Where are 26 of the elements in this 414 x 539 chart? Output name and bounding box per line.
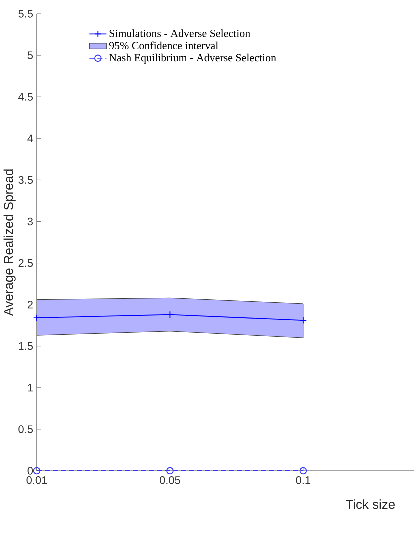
y-axis-title: Average Realized Spread — [4, 170, 16, 316]
point — [33, 314, 41, 322]
x-axis-title: Tick size — [346, 500, 395, 510]
point — [33, 467, 41, 475]
legend-label: Simulations - Adverse Selection — [110, 30, 250, 38]
legend-label: Nash Equilibrium - Adverse Selection — [109, 54, 276, 64]
x-tick-label: 0.1 — [296, 476, 311, 484]
y-tick-label: 5.5 — [18, 10, 34, 18]
y-tick-label: 4 — [28, 134, 34, 142]
point — [300, 467, 308, 475]
x-tick-label: 0.05 — [160, 476, 180, 484]
annotation: 95% Confidence interval — [109, 42, 218, 50]
y-tick-label: 1 — [28, 384, 33, 392]
y-tick-label: 4.5 — [18, 93, 34, 101]
point — [166, 467, 174, 475]
x-tick-label: 0.01 — [26, 476, 48, 484]
y-tick-label: 5 — [28, 52, 34, 60]
y-tick-label: 2 — [28, 301, 33, 309]
y-tick-label: 3.5 — [18, 176, 34, 184]
y-tick-label: 0.5 — [18, 426, 34, 434]
y-tick-label: 1.5 — [19, 342, 34, 350]
y-tick-label: 3 — [28, 218, 33, 226]
point — [300, 316, 308, 324]
point — [166, 311, 174, 318]
y-tick-label: 2.5 — [18, 259, 34, 268]
y-tick-label: 0 — [28, 467, 34, 475]
